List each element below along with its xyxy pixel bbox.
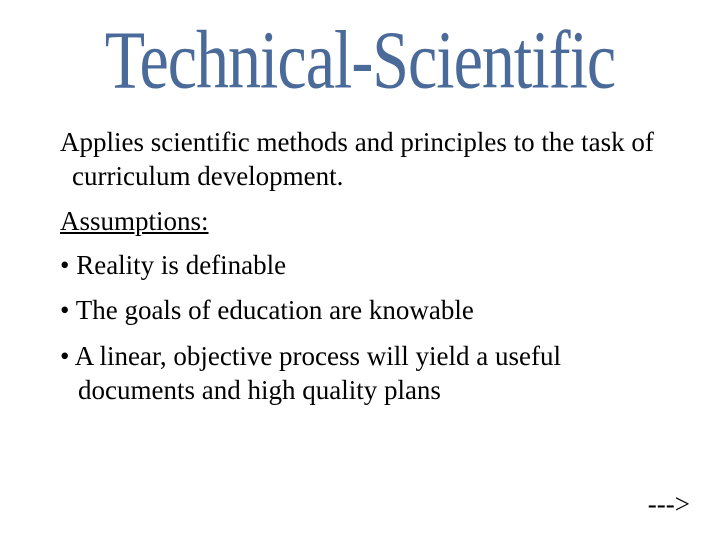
intro-paragraph: Applies scientific methods and principle… [60,126,660,194]
assumptions-heading: Assumptions: [60,206,660,237]
slide-title: Technical-Scientific [60,20,660,103]
slide-body: Applies scientific methods and principle… [60,126,660,408]
bullet-item: • The goals of education are knowable [60,294,660,328]
bullet-item: • A linear, objective process will yield… [60,340,660,408]
slide-container: Technical-Scientific Applies scientific … [0,0,720,540]
next-arrow[interactable]: ---> [648,489,690,520]
bullet-item: • Reality is definable [60,249,660,283]
